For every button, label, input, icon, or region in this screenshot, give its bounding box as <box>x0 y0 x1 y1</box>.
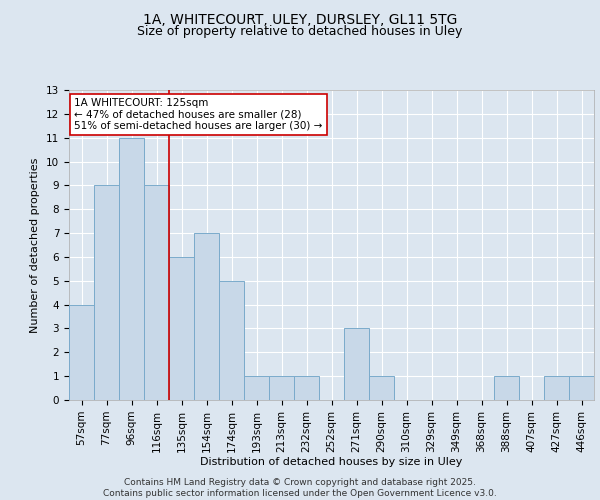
Bar <box>169 257 194 400</box>
Text: 1A, WHITECOURT, ULEY, DURSLEY, GL11 5TG: 1A, WHITECOURT, ULEY, DURSLEY, GL11 5TG <box>143 12 457 26</box>
Bar <box>294 376 319 400</box>
Bar <box>219 281 244 400</box>
Bar <box>244 376 269 400</box>
Text: Contains HM Land Registry data © Crown copyright and database right 2025.
Contai: Contains HM Land Registry data © Crown c… <box>103 478 497 498</box>
Bar <box>544 376 569 400</box>
Text: Size of property relative to detached houses in Uley: Size of property relative to detached ho… <box>137 25 463 38</box>
Bar <box>119 138 144 400</box>
Bar <box>269 376 294 400</box>
Bar <box>194 233 219 400</box>
Y-axis label: Number of detached properties: Number of detached properties <box>31 158 40 332</box>
Bar <box>569 376 594 400</box>
Bar <box>94 186 119 400</box>
Bar <box>69 304 94 400</box>
Bar <box>144 186 169 400</box>
Bar <box>494 376 519 400</box>
X-axis label: Distribution of detached houses by size in Uley: Distribution of detached houses by size … <box>200 458 463 468</box>
Bar <box>369 376 394 400</box>
Bar <box>344 328 369 400</box>
Text: 1A WHITECOURT: 125sqm
← 47% of detached houses are smaller (28)
51% of semi-deta: 1A WHITECOURT: 125sqm ← 47% of detached … <box>74 98 323 131</box>
